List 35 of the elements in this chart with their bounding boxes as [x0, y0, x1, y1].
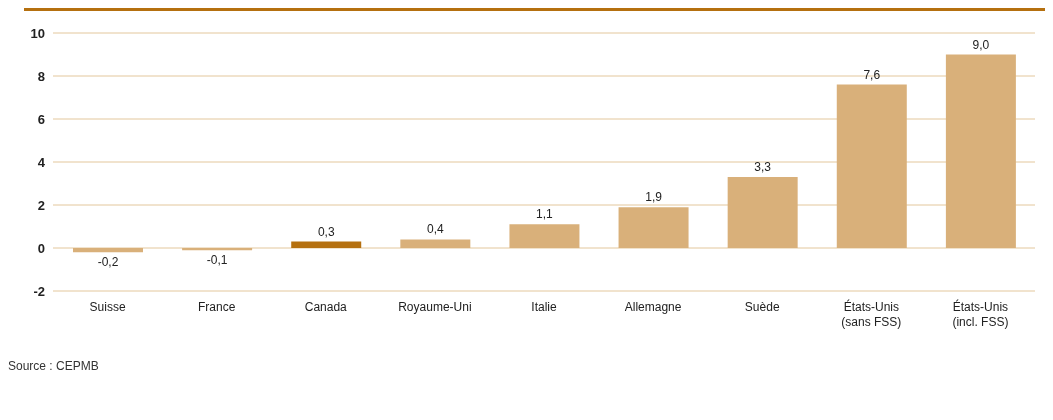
bar	[509, 224, 580, 248]
data-label: 0,3	[317, 224, 335, 239]
x-tick-label: Suisse	[89, 300, 126, 314]
data-label: -0,2	[97, 255, 119, 270]
bar	[182, 248, 253, 251]
y-tick-label: 0	[37, 240, 45, 256]
y-tick-label: 2	[37, 197, 45, 213]
x-tick-label: France	[197, 300, 236, 314]
y-tick-label: 8	[37, 68, 45, 84]
x-tick-label: Suède	[744, 300, 780, 314]
data-label: 1,1	[536, 207, 554, 222]
y-tick-label: 6	[37, 111, 45, 127]
bar	[618, 207, 689, 248]
bar	[291, 241, 362, 248]
bar	[836, 84, 907, 248]
data-label: 1,9	[645, 190, 663, 205]
bar	[727, 177, 798, 248]
data-label: 9,0	[972, 37, 990, 52]
x-tick-label: États-Unis (sans FSS)	[841, 299, 902, 329]
bar	[945, 54, 1016, 248]
y-tick-label: 10	[30, 25, 45, 41]
bar	[400, 239, 471, 248]
bar	[73, 248, 143, 253]
y-tick-label: 4	[37, 154, 46, 170]
source-note: Source : CEPMB	[8, 359, 100, 373]
x-tick-label: Royaume-Uni	[398, 300, 472, 314]
y-tick-label: -2	[33, 283, 45, 299]
data-label: 7,6	[863, 67, 881, 82]
data-label: -0,1	[206, 253, 228, 268]
x-tick-label: États-Unis (incl. FSS)	[952, 299, 1009, 329]
x-tick-label: Canada	[304, 300, 348, 314]
x-tick-label: Allemagne	[624, 300, 682, 314]
x-tick-label: Italie	[531, 300, 557, 314]
data-label: 3,3	[754, 160, 772, 175]
data-label: 0,4	[426, 222, 444, 237]
